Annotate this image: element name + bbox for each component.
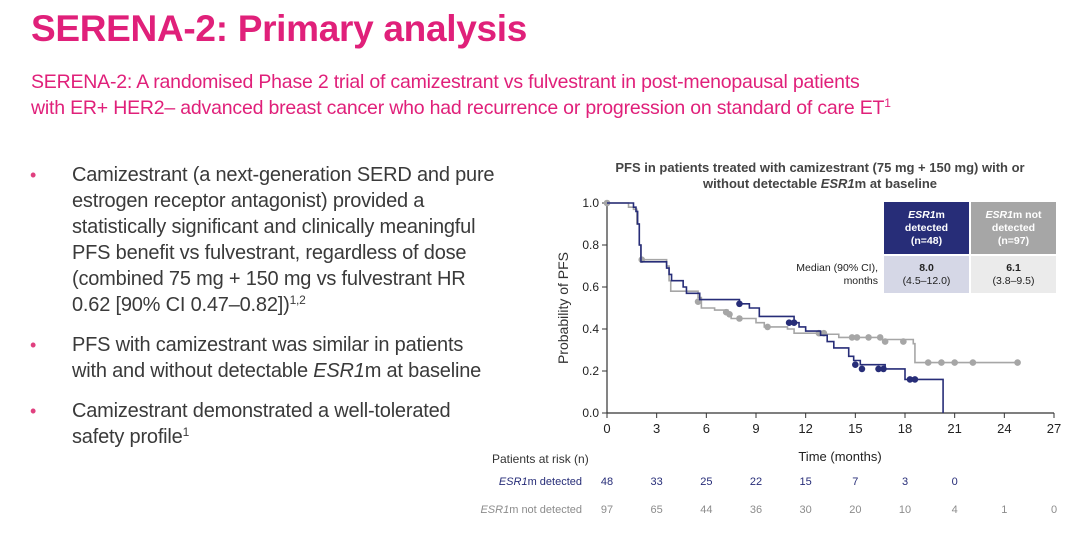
x-tick-label: 6 bbox=[703, 421, 710, 436]
bullet-text: PFS with camizestrant was similar in pat… bbox=[72, 334, 464, 382]
subtitle-footnote: 1 bbox=[884, 96, 891, 110]
y-tick-label: 0.6 bbox=[582, 280, 599, 294]
risk-value: 7 bbox=[852, 476, 859, 488]
bullet-footnote: 1 bbox=[182, 425, 190, 439]
censor-mark-esr1m-not-detected bbox=[876, 334, 884, 341]
x-tick-label: 18 bbox=[898, 421, 912, 436]
median-esr1m-detected: 8.0 (4.5–12.0) bbox=[884, 256, 969, 293]
y-tick-label: 0.0 bbox=[582, 406, 599, 420]
censor-mark-esr1m-not-detected bbox=[865, 334, 872, 341]
risk-value: 65 bbox=[650, 504, 663, 516]
censor-mark-esr1m-detected bbox=[790, 319, 798, 327]
censor-mark-esr1m-detected bbox=[785, 319, 793, 327]
risk-table-title: Patients at risk (n) bbox=[492, 452, 589, 466]
censor-mark-esr1m-detected bbox=[880, 365, 887, 373]
chart-title-line-1: PFS in patients treated with camizestran… bbox=[615, 160, 1025, 175]
median-esr1m-not-detected: 6.1 (3.8–9.5) bbox=[971, 256, 1056, 293]
bullet-text: Camizestrant demonstrated a well-tolerat… bbox=[72, 400, 451, 448]
subtitle-line-2: with ER+ HER2– advanced breast cancer wh… bbox=[31, 97, 885, 119]
censor-mark-esr1m-detected bbox=[875, 365, 882, 373]
x-tick-label: 9 bbox=[752, 421, 759, 436]
risk-value: 97 bbox=[600, 504, 614, 516]
bullet-footnote: 1,2 bbox=[289, 293, 306, 307]
censor-mark-esr1m-not-detected bbox=[938, 359, 945, 366]
risk-value: 3 bbox=[901, 476, 909, 488]
censor-mark-esr1m-detected bbox=[852, 361, 859, 369]
censor-mark-esr1m-not-detected bbox=[736, 315, 743, 322]
bullet-dot-icon: • bbox=[30, 335, 37, 355]
y-tick-label: 0.4 bbox=[582, 322, 599, 336]
bullet-item: • PFS with camizestrant was similar in p… bbox=[30, 332, 500, 384]
subtitle-line-1: SERENA-2: A randomised Phase 2 trial of … bbox=[31, 71, 860, 93]
censor-mark-esr1m-not-detected bbox=[764, 323, 771, 331]
censor-mark-esr1m-not-detected bbox=[900, 338, 907, 345]
km-line-esr1m-detected bbox=[607, 202, 944, 413]
censor-mark-esr1m-detected bbox=[858, 365, 866, 373]
censor-mark-esr1m-not-detected bbox=[1014, 359, 1021, 366]
x-tick-label: 24 bbox=[997, 421, 1011, 436]
chart-axes: 0 3 6 9 12 15 18 21 24 27 0.0 0.2 0.4 0.6 0.8 1.0 bbox=[582, 196, 1061, 436]
censor-mark-esr1m-detected bbox=[906, 376, 914, 383]
median-label: Median (90% CI), months bbox=[796, 261, 878, 287]
bullet-text: Camizestrant (a next-generation SERD and… bbox=[72, 164, 495, 316]
risk-value: 0 bbox=[1050, 504, 1058, 516]
risk-row-label-detected: ESR1m detected bbox=[498, 476, 582, 488]
risk-value: 36 bbox=[749, 504, 763, 516]
x-tick-label: 21 bbox=[947, 421, 961, 436]
bullet-dot-icon: • bbox=[30, 401, 37, 421]
y-tick-label: 1.0 bbox=[582, 196, 599, 210]
bullet-text-rest: m at baseline bbox=[364, 360, 482, 382]
censor-mark-esr1m-detected bbox=[736, 300, 743, 308]
header-esr1m-detected: ESR1m detected (n=48) bbox=[884, 202, 969, 254]
bullet-item: • Camizestrant demonstrated a well-toler… bbox=[30, 398, 500, 450]
chart-title-line-2: without detectable bbox=[702, 176, 821, 191]
y-tick-label: 0.8 bbox=[582, 238, 599, 252]
median-pfs-table: ESR1m detected (n=48) ESR1m not detected… bbox=[770, 202, 1056, 293]
risk-value: 22 bbox=[749, 476, 763, 488]
y-axis-label: Probability of PFS bbox=[555, 252, 571, 364]
x-tick-label: 12 bbox=[798, 421, 812, 436]
series-layer bbox=[603, 199, 1021, 413]
risk-value: 15 bbox=[799, 476, 812, 488]
risk-value: 0 bbox=[951, 476, 958, 488]
y-tick-label: 0.2 bbox=[582, 364, 599, 378]
censor-mark-esr1m-detected bbox=[911, 376, 919, 383]
chart-title-line-2-rest: m at baseline bbox=[854, 176, 938, 191]
x-axis-label: Time (months) bbox=[798, 449, 881, 464]
bullet-dot-icon: • bbox=[30, 165, 37, 185]
risk-value: 30 bbox=[799, 504, 812, 516]
risk-value: 33 bbox=[650, 476, 663, 488]
bullet-text-italic: ESR1 bbox=[313, 360, 365, 382]
risk-value: 1 bbox=[1001, 504, 1008, 516]
censor-mark-esr1m-not-detected bbox=[853, 334, 861, 341]
censor-mark-esr1m-not-detected bbox=[969, 359, 977, 366]
risk-value: 44 bbox=[700, 504, 713, 516]
risk-value: 48 bbox=[600, 476, 614, 488]
key-findings-list: • Camizestrant (a next-generation SERD a… bbox=[30, 162, 500, 464]
page-subtitle: SERENA-2: A randomised Phase 2 trial of … bbox=[31, 69, 1071, 121]
header-esr1m-not-detected: ESR1m not detected (n=97) bbox=[971, 202, 1056, 254]
x-tick-label: 3 bbox=[653, 421, 660, 436]
censor-mark-esr1m-not-detected bbox=[951, 359, 958, 366]
x-tick-label: 27 bbox=[1047, 421, 1061, 436]
x-tick-label: 0 bbox=[603, 421, 610, 436]
censor-mark-esr1m-not-detected bbox=[881, 338, 889, 345]
page-title: SERENA-2: Primary analysis bbox=[31, 8, 528, 49]
risk-value: 20 bbox=[849, 504, 862, 516]
censor-mark-esr1m-not-detected bbox=[848, 334, 856, 341]
censor-mark-esr1m-not-detected bbox=[924, 359, 932, 366]
risk-value: 10 bbox=[898, 504, 912, 516]
risk-value: 25 bbox=[700, 476, 713, 488]
censor-mark-esr1m-not-detected bbox=[726, 311, 733, 318]
risk-value: 4 bbox=[951, 504, 958, 516]
chart-title: PFS in patients treated with camizestran… bbox=[600, 160, 1040, 192]
x-tick-label: 15 bbox=[848, 421, 862, 436]
bullet-item: • Camizestrant (a next-generation SERD a… bbox=[30, 162, 500, 318]
chart-title-italic: ESR1 bbox=[820, 176, 855, 191]
risk-row-label-not-detected: ESR1m not detected bbox=[480, 504, 582, 516]
